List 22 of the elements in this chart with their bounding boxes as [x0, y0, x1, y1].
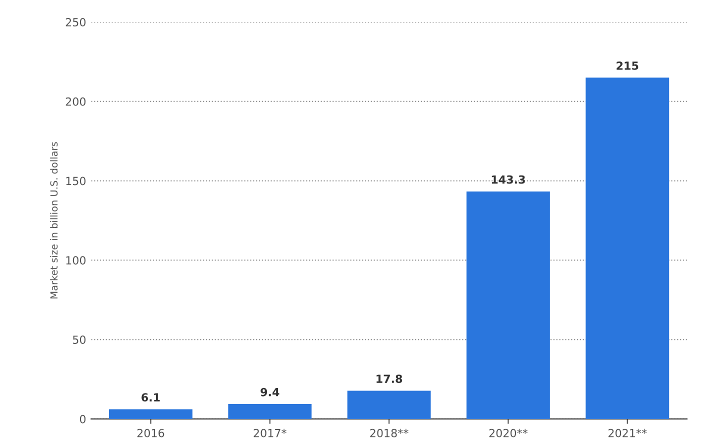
bar [466, 191, 550, 419]
y-tick-label: 0 [80, 414, 86, 424]
y-tick-label: 250 [66, 18, 86, 26]
data-label: 9.4 [260, 388, 280, 396]
y-tick-label: 150 [66, 176, 86, 186]
bar [586, 78, 670, 419]
x-tick-label: 2018** [370, 428, 408, 438]
data-label: 17.8 [376, 374, 402, 383]
bar [109, 409, 192, 419]
y-tick-label: 200 [66, 97, 86, 106]
y-axis-title: Market size in billion U.S. dollars [50, 142, 58, 298]
bar [228, 404, 312, 419]
y-tick-label: 50 [72, 336, 86, 344]
x-tick-label: 2021** [608, 428, 647, 438]
x-tick-label: 2016 [137, 428, 164, 438]
data-label: 6.1 [142, 393, 160, 402]
x-tick-label: 2017* [254, 428, 286, 438]
x-tick-label: 2020** [489, 428, 528, 438]
data-label: 143.3 [492, 175, 525, 184]
y-tick-label: 100 [66, 256, 86, 265]
data-label: 215 [616, 62, 638, 70]
bar [347, 390, 431, 419]
